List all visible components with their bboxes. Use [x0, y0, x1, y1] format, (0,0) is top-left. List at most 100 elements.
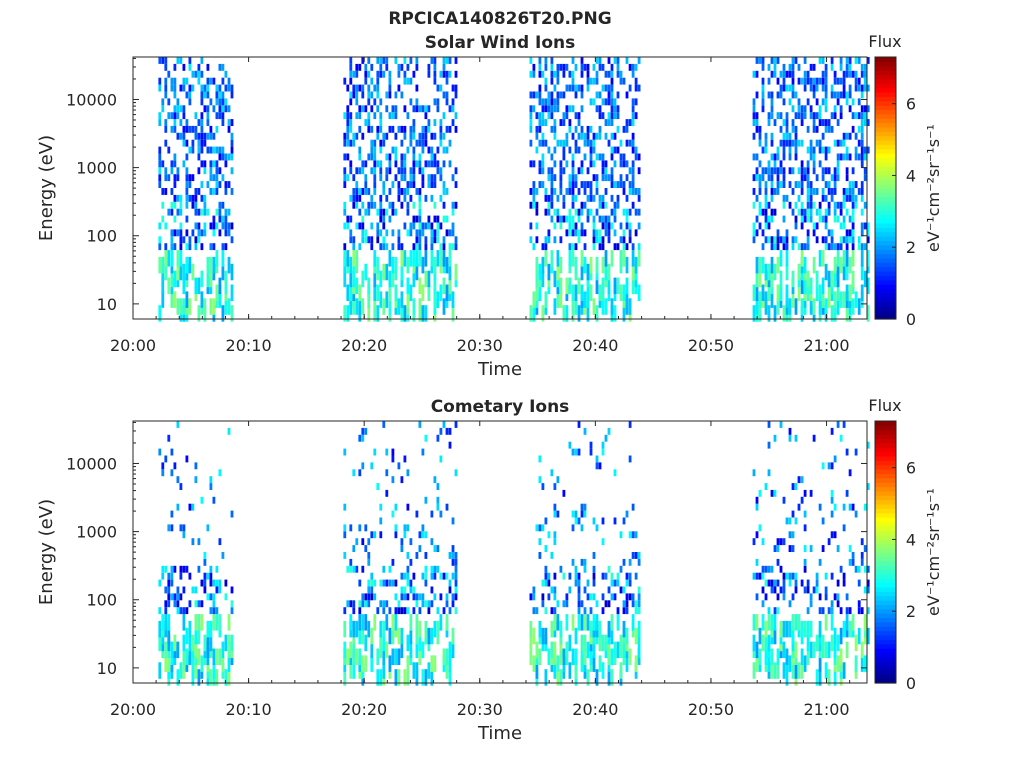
spectrogram-bin: [848, 84, 852, 92]
spectrogram-bin: [224, 215, 228, 223]
spectrogram-bin: [589, 607, 593, 615]
spectrogram-bin: [167, 146, 171, 154]
spectrogram-bin: [860, 641, 864, 659]
spectrogram-bin: [179, 243, 183, 251]
spectrogram-bin: [770, 181, 774, 188]
spectrogram-bin: [361, 132, 365, 140]
spectrogram-bin: [445, 77, 449, 85]
spectrogram-bin: [535, 112, 539, 120]
spectrogram-bin: [562, 119, 566, 126]
spectrogram-bin: [535, 256, 539, 274]
colorbar-segment: [875, 630, 896, 636]
spectrogram-bin: [631, 105, 635, 113]
spectrogram-bin: [839, 243, 843, 251]
spectrogram-bin: [442, 63, 446, 71]
spectrogram-bin: [544, 565, 548, 573]
spectrogram-bin: [433, 236, 437, 244]
spectrogram-bin: [628, 579, 632, 587]
colorbar-segment: [875, 249, 896, 255]
spectrogram-bin: [637, 153, 641, 161]
colorbar-segment: [875, 634, 896, 640]
colorbar-segment: [875, 314, 896, 320]
spectrogram-bin: [580, 263, 584, 281]
spectrogram-bin: [203, 91, 207, 99]
spectrogram-bin: [158, 607, 162, 615]
spectrogram-bin: [851, 201, 855, 209]
spectrogram-bin: [782, 153, 786, 161]
spectrogram-bin: [394, 614, 398, 631]
spectrogram-bin: [764, 208, 768, 216]
spectrogram-bin: [568, 174, 572, 182]
spectrogram-bin: [370, 146, 374, 154]
spectrogram-bin: [833, 201, 837, 209]
spectrogram-bin: [364, 614, 368, 631]
spectrogram-bin: [230, 91, 234, 99]
spectrogram-bin: [580, 229, 584, 237]
spectrogram-bin: [860, 105, 864, 113]
spectrogram-bin: [227, 427, 231, 435]
spectrogram-bin: [161, 160, 165, 168]
spectrogram-bin: [400, 250, 404, 267]
spectrogram-bin: [418, 153, 422, 161]
spectrogram-bin: [616, 181, 620, 188]
spectrogram-bin: [631, 139, 635, 147]
spectrogram-bin: [373, 174, 377, 182]
spectrogram-bin: [403, 77, 407, 85]
spectrogram-bin: [586, 181, 590, 188]
spectrogram-bin: [860, 222, 864, 230]
spectrogram-bin: [580, 132, 584, 140]
spectrogram-bin: [758, 208, 762, 216]
spectrogram-bin: [409, 641, 413, 659]
spectrogram-bin: [631, 531, 635, 539]
spectrogram-bin: [616, 579, 620, 587]
spectrogram-bin: [788, 579, 792, 587]
spectrogram-bin: [800, 579, 804, 587]
spectrogram-bin: [613, 277, 617, 295]
spectrogram-bin: [355, 132, 359, 140]
spectrogram-bin: [433, 229, 437, 237]
spectrogram-bin: [818, 105, 822, 113]
spectrogram-bin: [794, 132, 798, 140]
spectrogram-bin: [538, 112, 542, 120]
spectrogram-bin: [863, 105, 867, 113]
spectrogram-bin: [547, 112, 551, 120]
spectrogram-bin: [433, 655, 437, 672]
spectrogram-bin: [406, 607, 410, 615]
spectrogram-bin: [529, 620, 533, 638]
spectrogram-bin: [839, 565, 843, 573]
spectrogram-bin: [752, 469, 756, 477]
spectrogram-bin: [845, 91, 849, 99]
spectrogram-bin: [595, 105, 599, 113]
spectrogram-bin: [857, 243, 861, 251]
spectrogram-bin: [610, 627, 614, 645]
spectrogram-bin: [797, 77, 801, 85]
spectrogram-bin: [209, 132, 213, 140]
spectrogram-bin: [430, 655, 434, 672]
spectrogram-bin: [373, 153, 377, 161]
spectrogram-bin: [209, 160, 213, 168]
spectrogram-bin: [412, 201, 416, 209]
spectrogram-bin: [550, 153, 554, 161]
spectrogram-bin: [173, 84, 177, 92]
spectrogram-bin: [382, 421, 386, 428]
spectrogram-bin: [367, 153, 371, 161]
spectrogram-bin: [361, 538, 365, 546]
spectrogram-bin: [394, 256, 398, 274]
spectrogram-bin: [454, 593, 458, 601]
spectrogram-bin: [203, 634, 207, 652]
spectrogram-bin: [364, 593, 368, 601]
spectrogram-bin: [770, 648, 774, 665]
spectrogram-bin: [785, 70, 789, 78]
spectrogram-bin: [571, 194, 575, 202]
spectrogram-bin: [830, 634, 834, 652]
spectrogram-bin: [538, 160, 542, 168]
spectrogram-bin: [421, 305, 425, 322]
spectrogram-bin: [628, 593, 632, 601]
spectrogram-bin: [191, 70, 195, 78]
spectrogram-bin: [595, 256, 599, 274]
spectrogram-bin: [188, 84, 192, 92]
spectrogram-bin: [631, 201, 635, 209]
spectrogram-bin: [857, 57, 861, 64]
spectrogram-bin: [616, 63, 620, 71]
x-tick-label: 20:40: [572, 700, 618, 719]
